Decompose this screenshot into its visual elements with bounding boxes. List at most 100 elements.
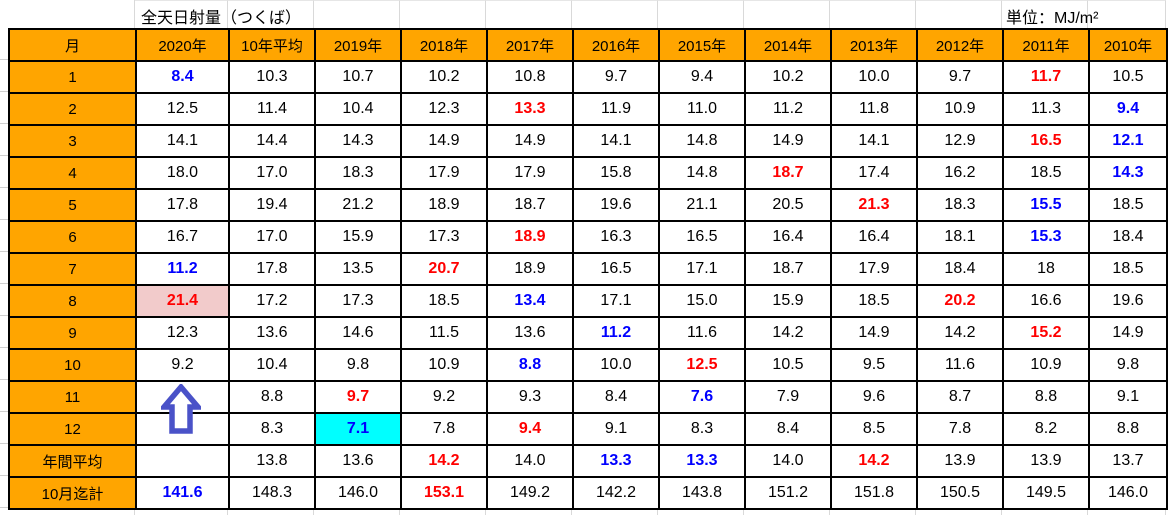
data-cell[interactable]: 149.2: [486, 476, 574, 510]
row-label[interactable]: 10月迄計: [8, 476, 137, 510]
data-cell[interactable]: 18.3: [314, 156, 402, 190]
data-cell[interactable]: 7.9: [744, 380, 832, 414]
year-column-header[interactable]: 2015年: [658, 28, 746, 62]
year-column-header[interactable]: 2016年: [572, 28, 660, 62]
data-cell[interactable]: 18.5: [400, 284, 488, 318]
data-cell[interactable]: 18.5: [1088, 188, 1168, 222]
row-label[interactable]: 5: [8, 188, 137, 222]
data-cell[interactable]: 17.0: [228, 156, 316, 190]
data-cell[interactable]: 10.9: [400, 348, 488, 382]
data-cell[interactable]: 12.5: [658, 348, 746, 382]
data-cell[interactable]: 20.2: [916, 284, 1004, 318]
data-cell[interactable]: 16.5: [572, 252, 660, 286]
data-cell[interactable]: 9.4: [486, 412, 574, 446]
data-cell[interactable]: 18.4: [1088, 220, 1168, 254]
data-cell[interactable]: 13.6: [486, 316, 574, 350]
data-cell[interactable]: 10.0: [830, 60, 918, 94]
data-cell[interactable]: 10.2: [400, 60, 488, 94]
data-cell[interactable]: 11.4: [228, 92, 316, 126]
data-cell[interactable]: 18.9: [400, 188, 488, 222]
data-cell[interactable]: [135, 444, 230, 478]
data-cell[interactable]: 14.2: [830, 444, 918, 478]
data-cell[interactable]: 12.1: [1088, 124, 1168, 158]
data-cell[interactable]: 9.8: [1088, 348, 1168, 382]
data-cell[interactable]: 17.3: [400, 220, 488, 254]
data-cell[interactable]: 150.5: [916, 476, 1004, 510]
data-cell[interactable]: 10.9: [916, 92, 1004, 126]
data-cell[interactable]: 21.3: [830, 188, 918, 222]
data-cell[interactable]: 11.2: [135, 252, 230, 286]
data-cell[interactable]: 7.8: [400, 412, 488, 446]
data-cell[interactable]: 10.0: [572, 348, 660, 382]
row-label[interactable]: 7: [8, 252, 137, 286]
data-cell[interactable]: 14.1: [830, 124, 918, 158]
data-cell[interactable]: 148.3: [228, 476, 316, 510]
data-cell[interactable]: 151.8: [830, 476, 918, 510]
data-cell[interactable]: 17.8: [135, 188, 230, 222]
data-cell[interactable]: 18.9: [486, 220, 574, 254]
data-cell[interactable]: 17.9: [400, 156, 488, 190]
row-label[interactable]: 6: [8, 220, 137, 254]
data-cell[interactable]: 13.6: [314, 444, 402, 478]
row-label[interactable]: 年間平均: [8, 444, 137, 478]
data-cell[interactable]: 14.9: [830, 316, 918, 350]
data-cell[interactable]: 18.3: [916, 188, 1004, 222]
data-cell[interactable]: 14.6: [314, 316, 402, 350]
data-cell[interactable]: 10.3: [228, 60, 316, 94]
row-label[interactable]: 2: [8, 92, 137, 126]
data-cell[interactable]: 9.7: [314, 380, 402, 414]
data-cell[interactable]: 16.7: [135, 220, 230, 254]
data-cell[interactable]: 8.8: [228, 380, 316, 414]
data-cell[interactable]: 17.0: [228, 220, 316, 254]
data-cell[interactable]: 10.4: [314, 92, 402, 126]
data-cell[interactable]: 142.2: [572, 476, 660, 510]
data-cell[interactable]: 8.8: [486, 348, 574, 382]
row-label[interactable]: 3: [8, 124, 137, 158]
data-cell[interactable]: 9.4: [1088, 92, 1168, 126]
data-cell[interactable]: 14.9: [486, 124, 574, 158]
data-cell[interactable]: 18.1: [916, 220, 1004, 254]
data-cell[interactable]: 8.4: [572, 380, 660, 414]
data-cell[interactable]: 15.2: [1002, 316, 1090, 350]
year-column-header[interactable]: 2013年: [830, 28, 918, 62]
data-cell[interactable]: 14.1: [135, 124, 230, 158]
data-cell[interactable]: 7.6: [658, 380, 746, 414]
data-cell[interactable]: 13.8: [228, 444, 316, 478]
data-cell[interactable]: 14.2: [744, 316, 832, 350]
data-cell[interactable]: 16.4: [830, 220, 918, 254]
year-column-header[interactable]: 2020年: [135, 28, 230, 62]
year-column-header[interactable]: 2012年: [916, 28, 1004, 62]
row-label[interactable]: 9: [8, 316, 137, 350]
data-cell[interactable]: 9.1: [572, 412, 660, 446]
data-cell[interactable]: 141.6: [135, 476, 230, 510]
data-cell[interactable]: 10.8: [486, 60, 574, 94]
data-cell[interactable]: 11.8: [830, 92, 918, 126]
data-cell[interactable]: 18.4: [916, 252, 1004, 286]
data-cell[interactable]: 8.3: [658, 412, 746, 446]
data-cell[interactable]: 13.3: [658, 444, 746, 478]
data-cell[interactable]: 10.5: [1088, 60, 1168, 94]
data-cell[interactable]: 8.8: [1002, 380, 1090, 414]
data-cell[interactable]: 11.2: [572, 316, 660, 350]
data-cell[interactable]: 13.3: [572, 444, 660, 478]
data-cell[interactable]: 9.5: [830, 348, 918, 382]
data-cell[interactable]: 14.3: [314, 124, 402, 158]
data-cell[interactable]: 18.5: [830, 284, 918, 318]
data-cell[interactable]: 153.1: [400, 476, 488, 510]
data-cell[interactable]: 14.9: [744, 124, 832, 158]
data-cell[interactable]: 10.4: [228, 348, 316, 382]
data-cell[interactable]: 11.2: [744, 92, 832, 126]
data-cell[interactable]: 11.3: [1002, 92, 1090, 126]
data-cell[interactable]: 9.3: [486, 380, 574, 414]
data-cell[interactable]: 16.5: [658, 220, 746, 254]
row-label[interactable]: 11: [8, 380, 137, 414]
data-cell[interactable]: 21.1: [658, 188, 746, 222]
data-cell[interactable]: 9.6: [830, 380, 918, 414]
data-cell[interactable]: 16.3: [572, 220, 660, 254]
data-cell[interactable]: 15.8: [572, 156, 660, 190]
data-cell[interactable]: 11.9: [572, 92, 660, 126]
year-column-header[interactable]: 2011年: [1002, 28, 1090, 62]
data-cell[interactable]: 13.7: [1088, 444, 1168, 478]
data-cell[interactable]: 8.4: [135, 60, 230, 94]
data-cell[interactable]: 14.8: [658, 156, 746, 190]
